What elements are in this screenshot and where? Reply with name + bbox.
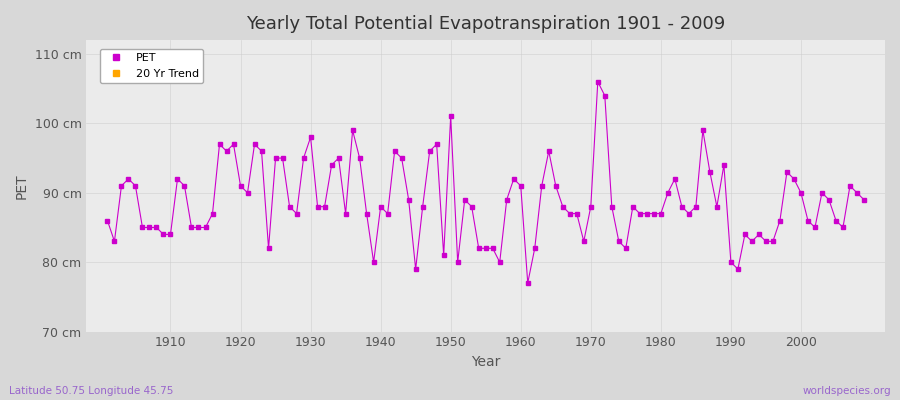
Legend: PET, 20 Yr Trend: PET, 20 Yr Trend [100,48,203,83]
Y-axis label: PET: PET [15,173,29,199]
Text: worldspecies.org: worldspecies.org [803,386,891,396]
Title: Yearly Total Potential Evapotranspiration 1901 - 2009: Yearly Total Potential Evapotranspiratio… [246,15,725,33]
X-axis label: Year: Year [471,355,500,369]
Text: Latitude 50.75 Longitude 45.75: Latitude 50.75 Longitude 45.75 [9,386,174,396]
